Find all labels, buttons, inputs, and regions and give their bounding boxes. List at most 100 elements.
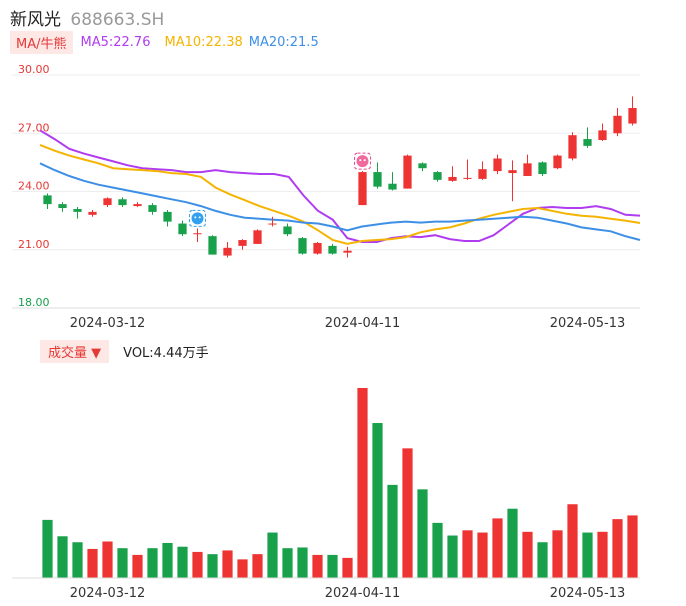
price-tick-label: 18.00 <box>18 296 50 309</box>
candle-body <box>313 242 322 254</box>
candle-body <box>538 162 547 175</box>
volume-bar <box>147 548 158 578</box>
stock-title: 新风光 688663.SH <box>10 5 164 30</box>
date-tick-label: 2024-04-11 <box>325 316 401 331</box>
volume-bar <box>117 548 128 578</box>
volume-legend: 成交量 ▼ VOL:4.44万手 <box>40 339 209 363</box>
candle <box>163 209 172 227</box>
volume-bars <box>12 388 640 579</box>
volume-bar <box>567 504 578 578</box>
candle <box>418 162 427 172</box>
candle-body <box>193 233 202 235</box>
volume-bar <box>72 542 83 578</box>
candle <box>208 235 217 255</box>
price-gridlines <box>12 74 640 309</box>
volume-bar <box>207 554 218 578</box>
ma-legend: MA/牛熊 MA5:22.76 MA10:22.38 MA20:21.5 <box>10 30 319 54</box>
volume-bar <box>57 536 68 578</box>
volume-bar <box>447 535 458 578</box>
volume-bar <box>222 550 233 578</box>
candle <box>508 160 517 202</box>
bull-icon-eye <box>363 159 366 162</box>
volume-bar <box>462 530 473 578</box>
candle <box>343 246 352 258</box>
candle-body <box>268 223 277 225</box>
candle <box>103 197 112 208</box>
volume-bar <box>597 531 608 578</box>
date-tick-label: 2024-05-13 <box>550 316 626 331</box>
candle-body <box>613 115 622 134</box>
volume-bar <box>192 551 203 578</box>
candle-body <box>493 158 502 172</box>
candle <box>253 229 262 244</box>
candle <box>133 202 142 208</box>
volume-bar <box>402 448 413 578</box>
candle <box>598 123 607 142</box>
volume-bar <box>267 532 278 578</box>
volume-bar <box>282 548 293 578</box>
candle <box>328 243 337 255</box>
candle <box>568 132 577 161</box>
volume-bar <box>507 508 518 578</box>
indicator-selector[interactable]: MA/牛熊 <box>10 30 73 54</box>
candle-body <box>463 177 472 179</box>
candlesticks <box>43 96 637 258</box>
candle <box>373 162 382 189</box>
dropdown-triangle-icon: ▼ <box>91 345 102 361</box>
candle-body <box>628 108 637 124</box>
stock-name: 新风光 <box>10 10 61 30</box>
candle-body <box>448 176 457 181</box>
candle-body <box>73 208 82 212</box>
volume-bar <box>162 542 173 578</box>
bull-icon-face <box>356 155 369 168</box>
volume-bar <box>177 546 188 578</box>
candle-body <box>553 155 562 169</box>
volume-bar <box>252 554 263 578</box>
candle-body <box>148 205 157 212</box>
volume-bar <box>387 484 398 578</box>
candle <box>463 159 472 180</box>
candle-body <box>238 240 247 246</box>
candle-body <box>223 247 232 256</box>
candle <box>613 108 622 137</box>
candle-body <box>433 172 442 180</box>
volume-bar <box>537 542 548 578</box>
bear-icon <box>189 209 206 227</box>
volume-selector[interactable]: 成交量 ▼ <box>40 339 110 363</box>
candle <box>298 237 307 255</box>
candle <box>538 161 547 176</box>
candle-body <box>508 170 517 174</box>
volume-date-tick-label: 2024-04-11 <box>325 586 401 601</box>
candle-body <box>373 172 382 187</box>
price-tick-label: 30.00 <box>18 63 50 76</box>
volume-bar <box>237 559 248 578</box>
bear-icon-face <box>191 212 204 225</box>
candle-body <box>418 163 427 169</box>
bear-icon-eye <box>194 216 197 219</box>
date-tick-label: 2024-03-12 <box>70 316 146 331</box>
ma-lines <box>39 129 641 245</box>
candle-body <box>88 211 97 215</box>
ma10-line <box>39 143 641 245</box>
bull-icon-frame <box>354 152 371 170</box>
volume-bar <box>297 547 308 578</box>
volume-value: VOL:4.44万手 <box>123 345 209 361</box>
candle <box>43 193 52 209</box>
volume-date-axis: 2024-03-12 2024-04-11 2024-05-13 <box>70 586 626 601</box>
candle-body <box>403 155 412 189</box>
candle-body <box>568 135 577 159</box>
candle <box>478 161 487 180</box>
candle-body <box>583 139 592 146</box>
volume-bar <box>522 531 533 578</box>
candle-body <box>133 204 142 207</box>
ma5-line <box>39 129 641 243</box>
candle <box>193 228 202 242</box>
candle <box>238 239 247 250</box>
signal-markers <box>189 152 371 227</box>
candle-body <box>298 238 307 254</box>
candle-body <box>478 169 487 179</box>
candle <box>178 220 187 237</box>
volume-date-tick-label: 2024-05-13 <box>550 586 626 601</box>
